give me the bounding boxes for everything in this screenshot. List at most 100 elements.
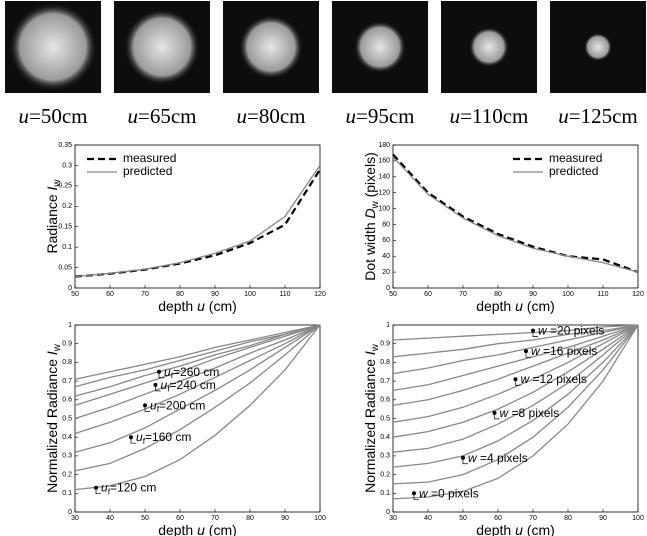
text-part: Normalized Radiance (44, 355, 60, 493)
x-tick-label: 40 (424, 515, 432, 522)
legend-label: predicted (123, 164, 172, 178)
image-caption: u=110cm (450, 104, 529, 128)
y-tick-label: 0.3 (62, 162, 72, 169)
x-tick-label: 100 (632, 515, 644, 522)
text-part: =50cm (29, 104, 88, 128)
light-spot (9, 3, 97, 91)
data-line (74, 324, 321, 472)
y-axis-label: Normalized Radiance Iw (362, 343, 381, 493)
image-caption: u=95cm (346, 104, 415, 128)
y-tick-label: 20 (382, 269, 390, 276)
text-part: (cm) (205, 522, 237, 536)
data-line (392, 324, 639, 407)
annotation-label: w =8 pixels (500, 406, 560, 420)
y-tick-label: 0.7 (380, 378, 390, 385)
y-tick-label: 0.15 (58, 224, 72, 231)
annotation-bracket (144, 405, 150, 412)
y-tick-label: 0.25 (58, 183, 72, 190)
annotation-bracket (494, 412, 500, 420)
text-part: w (419, 486, 429, 500)
text-part: f (171, 371, 174, 381)
x-tick-label: 120 (314, 291, 326, 298)
text-part: I (44, 186, 60, 190)
annotation-label: uf=200 cm (150, 399, 205, 415)
x-axis-label: depth u (cm) (476, 298, 555, 314)
text-part: u (136, 430, 143, 444)
x-tick-label: 70 (529, 515, 537, 522)
annotation-label: w =12 pixels (521, 372, 587, 386)
plot-frame (392, 144, 639, 289)
text-part: w (52, 179, 63, 188)
text-part: w (531, 344, 541, 358)
y-tick-label: 1 (386, 322, 390, 329)
y-tick-label: 0.3 (380, 453, 390, 460)
x-tick-label: 30 (389, 515, 397, 522)
text-part: =120 cm (110, 481, 156, 495)
image-caption: u=125cm (558, 104, 638, 128)
x-tick-label: 70 (459, 291, 467, 298)
text-part: w (52, 343, 63, 352)
y-tick-label: 0.6 (380, 397, 390, 404)
annotation-label: uf=160 cm (136, 430, 191, 446)
y-tick-label: 0.1 (380, 490, 390, 497)
y-tick-label: 0.1 (62, 490, 72, 497)
x-tick-label: 60 (494, 515, 502, 522)
y-tick-label: 0.2 (62, 471, 72, 478)
text-part: w (468, 451, 478, 465)
text-part: f (108, 487, 111, 497)
text-part: Radiance (44, 190, 60, 253)
data-line (392, 324, 639, 485)
text-part: =95cm (356, 104, 415, 128)
text-part: Normalized Radiance (362, 355, 378, 493)
text-part: u (346, 104, 357, 128)
x-tick-label: 90 (599, 515, 607, 522)
y-tick-label: 80 (382, 221, 390, 228)
text-part: u (197, 522, 205, 536)
text-part: =240 cm (170, 378, 216, 392)
x-tick-label: 70 (141, 291, 149, 298)
text-part: =200 cm (159, 399, 205, 413)
annotation-label: w =0 pixels (419, 486, 479, 500)
y-tick-label: 0.05 (58, 264, 72, 271)
data-line (392, 324, 639, 438)
text-part: u (558, 104, 569, 128)
x-tick-label: 50 (141, 515, 149, 522)
annotation-label: w =4 pixels (468, 451, 528, 465)
annotation-bracket (525, 351, 531, 358)
data-line (392, 324, 639, 423)
light-spot (354, 21, 406, 73)
text-part: (cm) (523, 522, 555, 536)
y-tick-label: 160 (378, 158, 390, 165)
annotation-label: uf=260 cm (164, 365, 219, 381)
data-line (74, 324, 321, 453)
image-caption: u=80cm (237, 104, 306, 128)
x-tick-label: 110 (279, 291, 290, 298)
y-tick-label: 0.5 (62, 415, 72, 422)
x-tick-label: 60 (424, 291, 432, 298)
text-part: u (197, 298, 205, 314)
text-part: =0 pixels (428, 486, 479, 500)
annotation-bracket (155, 384, 161, 392)
text-part: (cm) (523, 298, 555, 314)
y-tick-label: 0.2 (380, 471, 390, 478)
annotation-label: w =16 pixels (531, 344, 597, 358)
x-tick-label: 100 (314, 515, 326, 522)
annotation-bracket (532, 330, 538, 337)
y-tick-label: 0.35 (58, 142, 72, 149)
image-caption: u=50cm (19, 104, 88, 128)
y-tick-label: 0.4 (380, 434, 390, 441)
data-line (74, 165, 321, 278)
text-part: u (161, 378, 168, 392)
annotation-bracket (130, 437, 136, 444)
y-axis-label: Normalized Radiance Iw (44, 343, 63, 493)
y-tick-label: 0.6 (62, 397, 72, 404)
text-part: =80cm (247, 104, 306, 128)
light-spot (239, 15, 303, 79)
x-axis-label: depth u (cm) (476, 522, 555, 536)
y-tick-label: 0.2 (62, 203, 72, 210)
y-tick-label: 0.7 (62, 378, 72, 385)
data-line (392, 324, 639, 341)
legend-label: measured (549, 151, 602, 165)
text-part: w (538, 324, 548, 338)
annotation-bracket (158, 371, 164, 379)
